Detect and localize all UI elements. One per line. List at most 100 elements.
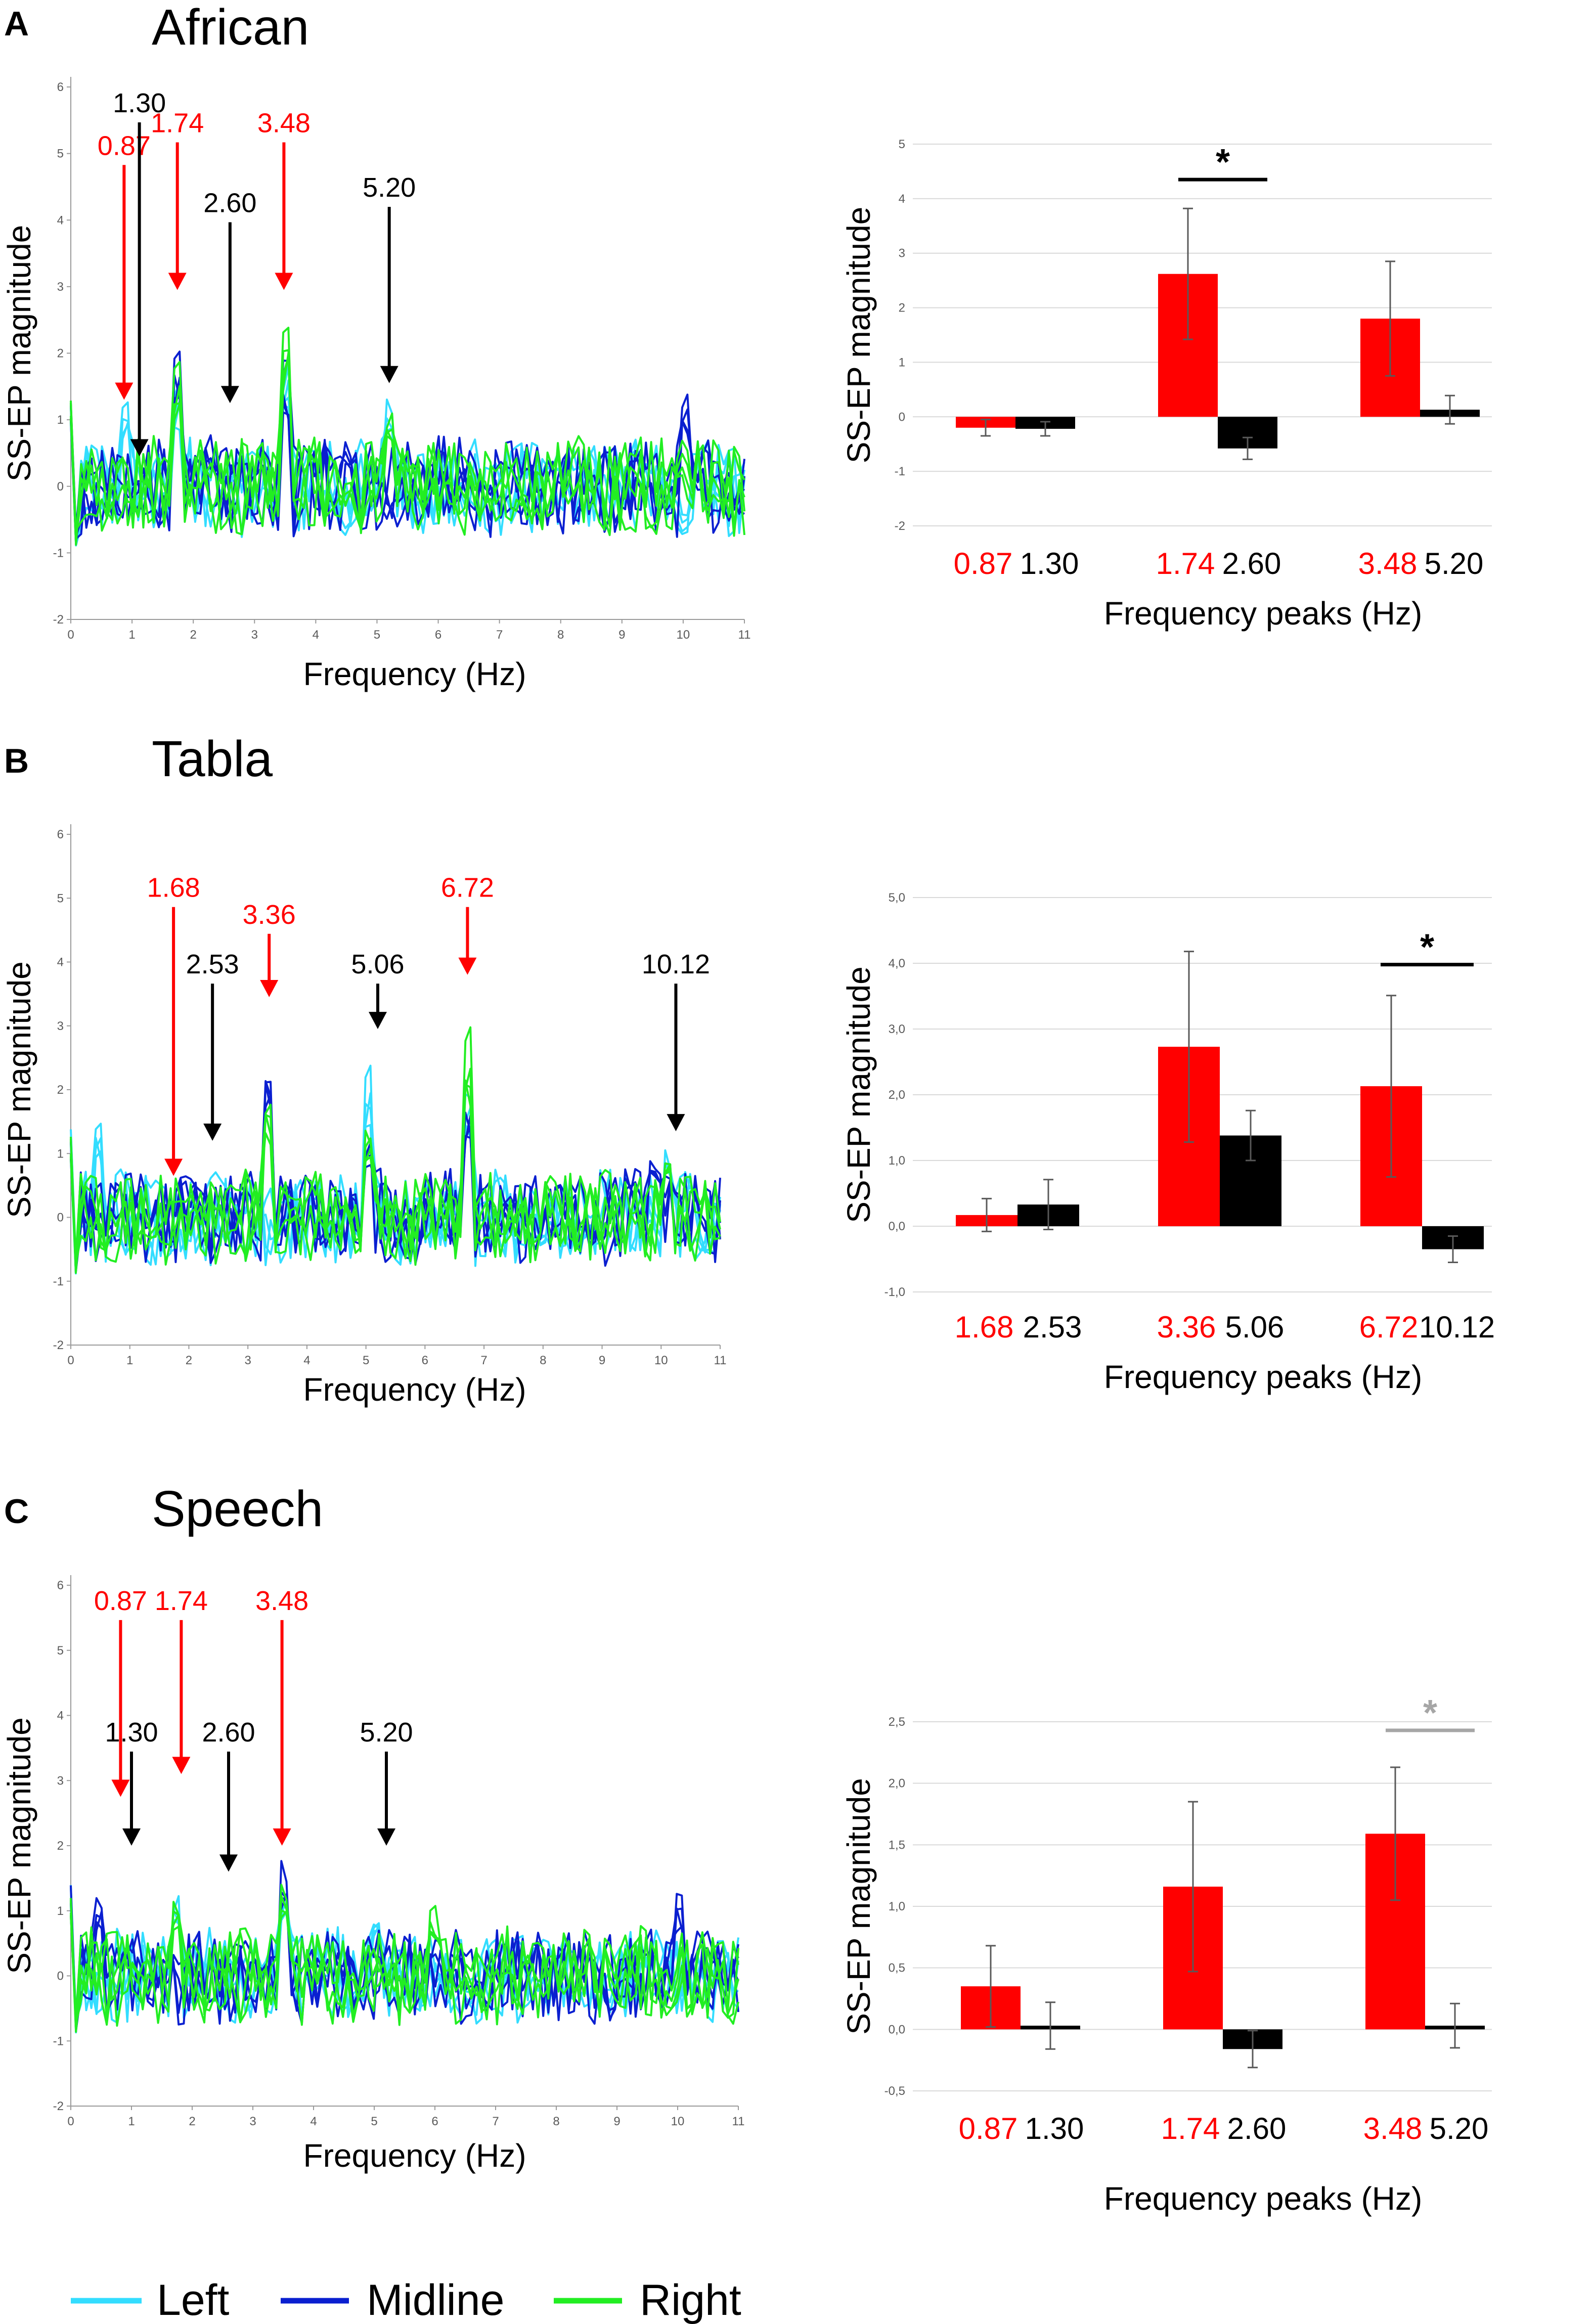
trace-right xyxy=(70,1079,721,1266)
y-tick-label: 0 xyxy=(57,1970,64,1983)
x-tick-label: 2 xyxy=(186,1354,192,1367)
x-tick-label: 6 xyxy=(435,628,441,642)
category-label: 6.72 xyxy=(1359,1310,1419,1344)
x-tick-label: 0 xyxy=(67,628,74,642)
peak-arrow-head xyxy=(458,957,477,975)
x-tick-label: 10 xyxy=(671,2115,685,2128)
peak-label: 1.68 xyxy=(147,873,200,903)
peak-label: 2.60 xyxy=(202,1717,255,1748)
peak-arrow-head xyxy=(168,273,187,290)
significance-star: * xyxy=(1216,142,1230,183)
legend: Left Midline Right xyxy=(71,2276,741,2324)
bar-chart-speech: -0,5 0,0 0,5 1,0 1,5 2,0 2,5 SS-EP magnitude Fre… xyxy=(840,1693,1492,2217)
category-label: 1.30 xyxy=(1020,547,1079,580)
y-tick-label: 2 xyxy=(899,301,905,315)
y-tick-label: 3 xyxy=(57,1774,64,1787)
peak-label: 0.87 xyxy=(98,130,151,161)
category-label: 2.53 xyxy=(1023,1310,1082,1344)
category-label: 1.74 xyxy=(1156,547,1215,580)
trace-right xyxy=(70,355,745,537)
peak-label: 2.60 xyxy=(203,188,256,218)
category-label: 0.87 xyxy=(954,547,1013,580)
peak-label: 0.87 xyxy=(94,1586,147,1616)
y-axis-label: SS-EP magnitude xyxy=(840,207,877,464)
x-tick-label: 9 xyxy=(618,628,625,642)
trace-right xyxy=(70,1895,739,2033)
y-tick-label: 0,5 xyxy=(889,1961,905,1975)
y-tick-label: 0 xyxy=(57,1211,64,1225)
panel-letter-c: C xyxy=(4,1492,29,1531)
y-tick-label: 4 xyxy=(57,956,64,969)
y-tick-label: 4 xyxy=(57,213,64,227)
y-tick-label: 5 xyxy=(57,1644,64,1658)
peak-label: 3.48 xyxy=(255,1586,308,1616)
x-tick-label: 3 xyxy=(249,2115,256,2128)
y-tick-label: -0,5 xyxy=(884,2084,905,2098)
x-tick-label: 3 xyxy=(245,1354,251,1367)
x-tick-label: 5 xyxy=(363,1354,369,1367)
y-tick-label: 6 xyxy=(57,1579,64,1592)
y-axis-label: SS-EP magnitude xyxy=(1,225,37,482)
x-tick-label: 7 xyxy=(480,1354,487,1367)
y-tick-label: 4 xyxy=(57,1709,64,1723)
significance-star: * xyxy=(1423,1693,1437,1733)
peak-label: 5.06 xyxy=(351,949,404,979)
y-tick-label: 6 xyxy=(57,828,64,841)
y-tick-label: 2,5 xyxy=(889,1715,905,1729)
y-tick-label: 0,0 xyxy=(889,2023,905,2036)
y-tick-label: 2,0 xyxy=(889,1088,905,1102)
y-tick-label: 1 xyxy=(57,1904,64,1918)
category-label: 3.48 xyxy=(1363,2112,1423,2146)
x-tick-label: 4 xyxy=(303,1354,310,1367)
peak-arrow-head xyxy=(377,1828,395,1846)
y-tick-label: -2 xyxy=(53,613,64,627)
peak-label: 1.74 xyxy=(155,1586,208,1616)
x-axis-label: Frequency (Hz) xyxy=(303,1371,526,1408)
category-label: 1.30 xyxy=(1025,2112,1084,2146)
category-label: 3.36 xyxy=(1157,1310,1216,1344)
y-tick-label: -2 xyxy=(895,519,905,533)
peak-arrow-head xyxy=(275,273,293,290)
peak-arrow-head xyxy=(172,1757,191,1774)
peak-label: 1.30 xyxy=(105,1717,158,1748)
category-label: 3.48 xyxy=(1358,547,1418,580)
y-tick-label: 0 xyxy=(57,480,64,494)
legend-label-right: Right xyxy=(640,2276,741,2324)
trace-right xyxy=(70,1067,721,1274)
x-tick-label: 8 xyxy=(553,2115,559,2128)
panel-title-african: African xyxy=(152,0,309,56)
y-tick-label: 1,0 xyxy=(889,1154,905,1168)
x-axis-label: Frequency (Hz) xyxy=(303,2137,526,2174)
y-tick-label: 5 xyxy=(57,891,64,905)
y-tick-label: 2 xyxy=(57,1839,64,1853)
y-tick-label: -2 xyxy=(53,1338,64,1352)
x-tick-label: 1 xyxy=(126,1354,133,1367)
y-tick-label: 3 xyxy=(57,280,64,294)
y-tick-label: 4 xyxy=(899,192,905,206)
x-tick-label: 6 xyxy=(422,1354,428,1367)
y-tick-label: -1,0 xyxy=(884,1285,905,1299)
x-axis-label: Frequency peaks (Hz) xyxy=(1104,595,1423,632)
y-axis-label: SS-EP magnitude xyxy=(840,966,877,1223)
y-tick-label: 3,0 xyxy=(889,1022,905,1036)
category-label: 5.20 xyxy=(1430,2112,1489,2146)
y-tick-label: -1 xyxy=(53,2034,64,2048)
y-tick-label: 3 xyxy=(57,1019,64,1033)
y-tick-label: 6 xyxy=(57,80,64,94)
y-tick-label: 5,0 xyxy=(889,891,905,905)
peak-label: 5.20 xyxy=(363,172,416,203)
panel-letter-b: B xyxy=(4,742,29,780)
peak-label: 3.36 xyxy=(243,900,296,930)
panel-title-tabla: Tabla xyxy=(152,731,273,787)
x-tick-label: 10 xyxy=(654,1354,668,1367)
line-chart-tabla: -2 -1 0 1 2 3 4 5 6 0 1 2 3 4 5 6 7 8 9 10 11 Frequency (Hz) S… xyxy=(1,824,726,1408)
line-chart-speech: -2 -1 0 1 2 3 4 5 6 0 1 2 3 4 5 6 7 8 9 10 11 Frequency (Hz) S… xyxy=(1,1575,744,2174)
x-tick-label: 1 xyxy=(128,628,135,642)
x-tick-label: 2 xyxy=(189,2115,195,2128)
bar-chart-tabla: -1,0 0,0 1,0 2,0 3,0 4,0 5,0 SS-EP magnitude Fre… xyxy=(840,891,1495,1395)
x-tick-label: 2 xyxy=(190,628,197,642)
peak-arrow-head xyxy=(219,1854,238,1872)
peak-arrow-head xyxy=(368,1012,387,1030)
y-tick-label: -1 xyxy=(895,465,905,478)
